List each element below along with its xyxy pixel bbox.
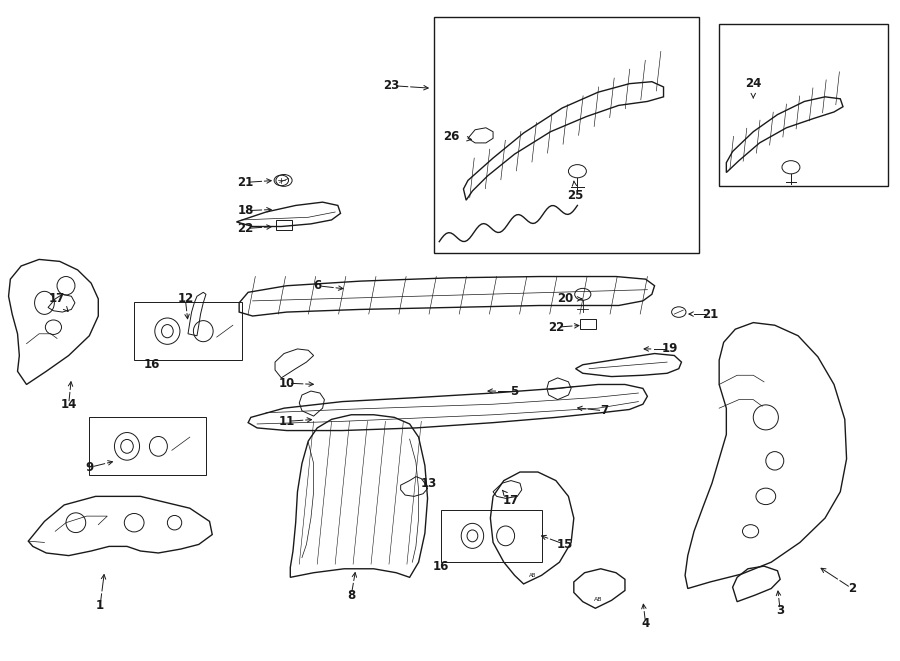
Bar [276,220,292,231]
Text: 20: 20 [557,292,573,305]
Text: 18: 18 [238,204,254,217]
Text: 26: 26 [444,130,460,143]
Text: 1: 1 [96,599,104,612]
Text: 22: 22 [238,222,254,235]
Text: AB: AB [594,597,602,602]
Text: 10: 10 [279,377,295,389]
Bar [580,319,596,329]
Text: 8: 8 [347,588,356,602]
Text: 21: 21 [238,176,254,189]
Text: 17: 17 [503,494,519,507]
Text: 16: 16 [433,560,449,572]
Text: 2: 2 [848,582,856,595]
Bar [434,17,698,253]
Text: 6: 6 [313,279,321,292]
Text: 12: 12 [177,292,194,305]
Text: 16: 16 [144,358,160,371]
Text: 13: 13 [420,477,436,490]
Text: 24: 24 [745,77,761,90]
Text: 3: 3 [776,603,784,617]
Bar [134,302,242,360]
Text: 23: 23 [383,79,400,92]
Text: 5: 5 [510,385,518,397]
Text: AB: AB [529,573,536,578]
Text: 19: 19 [662,342,678,356]
Bar [719,24,887,186]
Text: 14: 14 [60,398,76,410]
Bar [441,510,542,563]
Text: 9: 9 [86,461,94,474]
Text: 21: 21 [702,307,718,321]
Text: 7: 7 [600,405,608,417]
Bar [89,417,206,475]
Text: 25: 25 [567,189,584,202]
Text: 17: 17 [49,292,65,305]
Text: 11: 11 [279,415,295,428]
Text: 22: 22 [548,321,564,334]
Text: 15: 15 [557,538,573,551]
Text: 4: 4 [642,617,650,630]
